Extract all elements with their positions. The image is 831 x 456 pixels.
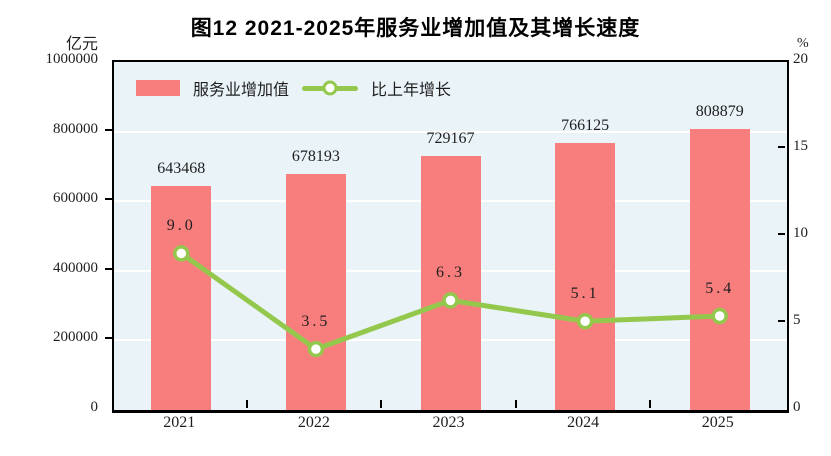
x-axis-tick: [649, 400, 652, 408]
right-axis-tick-label: 20: [793, 51, 808, 67]
bar-2023: [420, 156, 481, 410]
line-marker-2023: [442, 292, 459, 309]
left-axis-tick-label: 1000000: [45, 51, 99, 67]
right-axis-tick-label: 10: [793, 225, 808, 241]
x-axis-label-2022: 2022: [297, 414, 330, 431]
x-axis-tick: [245, 400, 248, 408]
line-legend-marker-icon: [302, 80, 359, 96]
bar-2025: [689, 128, 750, 410]
bar-legend-swatch-icon: [136, 80, 180, 96]
left-axis-tick-label: 0: [90, 399, 99, 415]
x-axis-tick: [514, 400, 517, 408]
right-axis-tick: [778, 233, 785, 235]
bar-value-label: 808879: [695, 102, 744, 120]
bar-value-label: 643468: [157, 160, 206, 178]
x-axis-tick: [380, 400, 383, 408]
x-axis-label-2023: 2023: [432, 414, 465, 431]
left-axis-tick-label: 200000: [53, 329, 98, 346]
line-marker-2021: [173, 245, 190, 262]
growth-value-label: 9.0: [166, 217, 196, 235]
growth-value-label: 3.5: [301, 313, 331, 331]
legend: 服务业增加值 比上年增长: [136, 76, 451, 100]
line-marker-2022: [307, 340, 325, 358]
right-axis-tick-label: 15: [793, 138, 808, 154]
left-axis-tick: [105, 337, 112, 340]
right-axis-tick: [778, 146, 785, 148]
left-axis-unit-label: 亿元: [65, 36, 98, 53]
right-axis-unit-label: %: [797, 36, 809, 51]
bar-value-label: 678193: [291, 147, 340, 165]
bar-value-label: 766125: [561, 117, 610, 135]
right-axis-tick: [778, 320, 785, 322]
left-axis-tick: [105, 198, 112, 201]
x-axis-label-2024: 2024: [567, 414, 600, 431]
left-axis-tick-label: 600000: [53, 190, 98, 207]
growth-value-label: 6.3: [436, 264, 465, 282]
plot-area: 643468 678193 729167 766125 808879 9.0 3.5 6.3 5…: [112, 60, 789, 413]
right-axis-tick-label: 0: [793, 399, 801, 415]
left-axis-tick-label: 400000: [53, 259, 98, 276]
gridline: [114, 130, 787, 133]
line-marker-2024: [576, 313, 594, 330]
x-axis-label-2025: 2025: [701, 414, 734, 431]
left-axis-tick: [105, 128, 112, 131]
left-axis-tick: [105, 267, 112, 270]
x-axis-label-2021: 2021: [163, 414, 196, 431]
growth-value-label: 5.4: [705, 280, 735, 298]
right-axis-tick-label: 5: [793, 312, 801, 328]
bar-2021: [151, 186, 212, 410]
left-axis-tick-label: 800000: [53, 120, 98, 137]
growth-line-svg: [173, 245, 728, 358]
bar-legend-label: 服务业增加值: [193, 82, 290, 99]
bar-2022: [285, 174, 346, 410]
bar-2024: [555, 143, 616, 410]
line-marker-2025: [711, 307, 728, 325]
bar-value-label: 729167: [426, 130, 475, 148]
chart-title: 图12 2021-2025年服务业增加值及其增长速度: [190, 17, 641, 40]
growth-value-label: 5.1: [570, 285, 600, 303]
line-legend-label: 比上年增长: [371, 82, 452, 99]
